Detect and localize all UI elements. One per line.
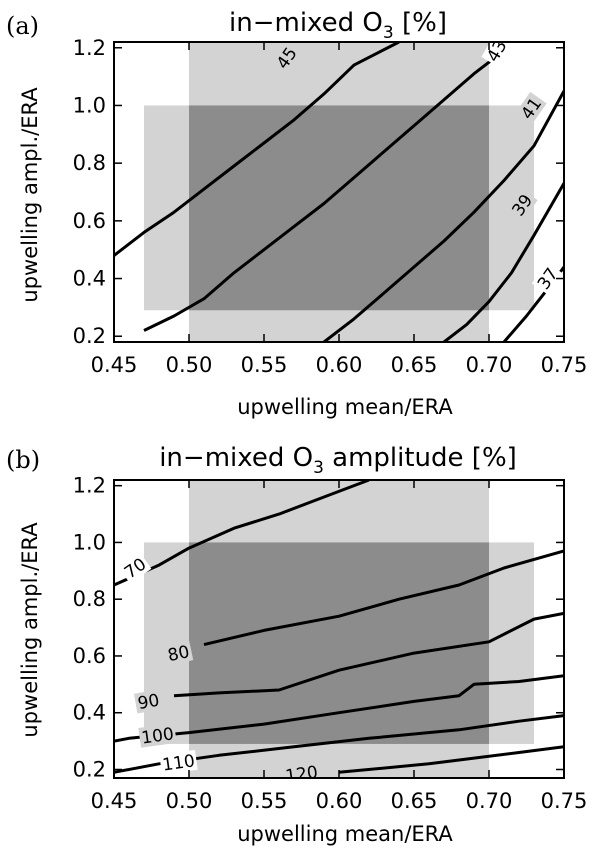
y-tick-label-a: 0.6 <box>73 209 106 233</box>
contour-label-gap-80 <box>163 640 194 666</box>
contour-label-80: 80 <box>166 642 191 666</box>
x-tick-label-a: 0.65 <box>391 353 438 377</box>
contour-label-gap-90 <box>133 689 164 714</box>
contour-line-45 <box>114 42 400 257</box>
x-tick-label-b: 0.45 <box>91 789 138 813</box>
contour-label-90: 90 <box>136 691 161 714</box>
y-tick-label-a: 1.0 <box>73 93 106 117</box>
x-tick-label-b: 0.65 <box>391 789 438 813</box>
contour-label-gap-45 <box>270 42 303 75</box>
y-tick-label-a: 0.8 <box>73 151 106 175</box>
contour-label-gap-100 <box>138 722 177 748</box>
y-tick-label-b: 0.2 <box>73 757 106 781</box>
x-tick-label-b: 0.60 <box>316 789 363 813</box>
panel-b: (b) in−mixed O3 amplitude [%] 7080901001… <box>6 443 587 846</box>
region-dark-overlap <box>189 105 489 311</box>
contour-line-70 <box>114 480 370 587</box>
contour-label-110: 110 <box>161 751 196 775</box>
contour-line-80 <box>203 549 564 647</box>
panel-a-letter: (a) <box>6 12 39 40</box>
contour-label-group-120: 120 <box>282 761 321 787</box>
x-tick-label-b: 0.75 <box>541 789 588 813</box>
x-tick-label-b: 0.70 <box>466 789 513 813</box>
y-tick-label-b: 0.4 <box>73 701 106 725</box>
panel-b-x-axis-label: upwelling mean/ERA <box>237 822 453 846</box>
contour-label-group-110: 110 <box>159 749 198 776</box>
panel-a-x-axis-label: upwelling mean/ERA <box>237 395 453 419</box>
x-tick-label-a: 0.60 <box>316 353 363 377</box>
contour-label-gap-110 <box>159 749 198 775</box>
y-tick-label-a: 0.2 <box>73 324 106 348</box>
y-tick-label-b: 1.0 <box>73 530 106 554</box>
y-tick-label-b: 1.2 <box>73 474 106 498</box>
contour-label-120: 120 <box>284 763 319 787</box>
contour-line-120 <box>338 745 564 774</box>
contour-line-41 <box>323 90 564 342</box>
panel-b-title: in−mixed O3 amplitude [%] <box>159 443 517 478</box>
contour-label-gap-120 <box>282 761 321 778</box>
panel-a-title: in−mixed O3 [%] <box>229 8 447 43</box>
contour-label-gap-39 <box>506 188 538 222</box>
contour-line-90 <box>173 611 564 698</box>
contour-line-39 <box>443 182 564 342</box>
panel-a-y-axis-label: upwelling ampl./ERA <box>18 87 42 303</box>
panel-b-y-axis-label: upwelling ampl./ERA <box>18 522 42 738</box>
contour-label-group-90: 90 <box>133 689 164 714</box>
contour-line-43 <box>143 55 498 332</box>
panel-b-letter: (b) <box>6 446 40 474</box>
contour-label-100: 100 <box>140 724 175 748</box>
y-tick-label-a: 0.4 <box>73 267 106 291</box>
contour-label-group-100: 100 <box>138 722 177 749</box>
region-dark-overlap <box>189 542 489 744</box>
x-tick-label-a: 0.70 <box>466 353 513 377</box>
x-tick-label-a: 0.75 <box>541 353 588 377</box>
contour-label-gap-70 <box>118 552 152 584</box>
x-tick-label-a: 0.55 <box>241 353 288 377</box>
contour-label-gap-37 <box>531 262 564 295</box>
contour-label-group-80: 80 <box>163 640 194 666</box>
x-tick-label-a: 0.50 <box>166 353 213 377</box>
x-tick-label-b: 0.55 <box>241 789 288 813</box>
x-tick-label-a: 0.45 <box>91 353 138 377</box>
contour-label-gap-41 <box>515 91 547 125</box>
x-tick-label-b: 0.50 <box>166 789 213 813</box>
y-tick-label-a: 1.2 <box>73 36 106 60</box>
y-tick-label-b: 0.8 <box>73 587 106 611</box>
y-tick-label-b: 0.6 <box>73 644 106 668</box>
